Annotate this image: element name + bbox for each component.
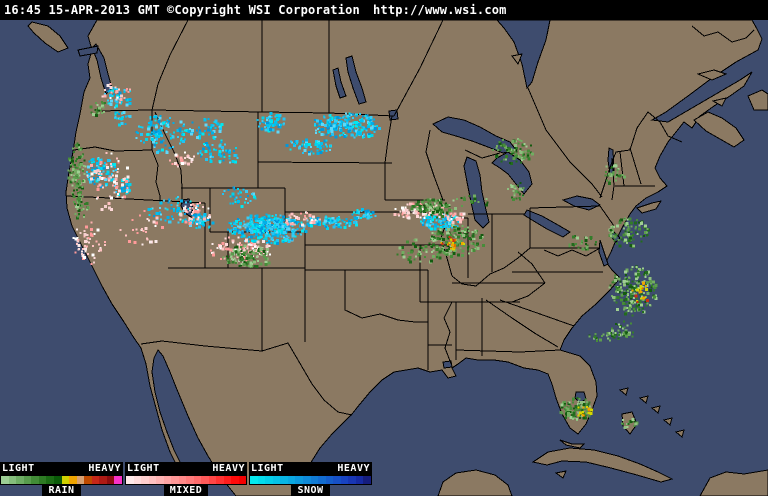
legend-mixed-light-label: LIGHT <box>127 463 160 474</box>
legend-mixed-gradient <box>125 475 247 485</box>
copyright-text: ©Copyright WSI Corporation <box>166 3 360 17</box>
header-bar: 16:45 15-APR-2013 GMT ©Copyright WSI Corp… <box>0 0 768 20</box>
legend-mixed-label-row: MIXED <box>125 485 247 496</box>
legend-rain-heavy-label: HEAVY <box>88 463 121 474</box>
legend-snow-label-row: SNOW <box>249 485 372 496</box>
legend-rain-title: RAIN <box>42 485 81 496</box>
legend-snow-gradient <box>249 475 372 485</box>
legend-mixed-scale-bar: LIGHT HEAVY <box>125 462 247 475</box>
legend-rain-gradient <box>0 475 123 485</box>
legend-snow-heavy-label: HEAVY <box>337 463 370 474</box>
legend-mixed: LIGHT HEAVY MIXED <box>125 462 247 496</box>
legend-mixed-title: MIXED <box>163 485 209 496</box>
legend-rain-label-row: RAIN <box>0 485 123 496</box>
legend-rain: LIGHT HEAVY RAIN <box>0 462 123 496</box>
timestamp-text: 16:45 15-APR-2013 GMT <box>4 3 160 17</box>
legend-rain-light-label: LIGHT <box>2 463 35 474</box>
legend-snow-scale-bar: LIGHT HEAVY <box>249 462 372 475</box>
legend-snow-title: SNOW <box>291 485 330 496</box>
url-text: http://www.wsi.com <box>372 3 507 17</box>
legend-mixed-heavy-label: HEAVY <box>212 463 245 474</box>
legend-snow: LIGHT HEAVY SNOW <box>249 462 372 496</box>
legend-rain-scale-bar: LIGHT HEAVY <box>0 462 123 475</box>
legend-snow-light-label: LIGHT <box>251 463 284 474</box>
